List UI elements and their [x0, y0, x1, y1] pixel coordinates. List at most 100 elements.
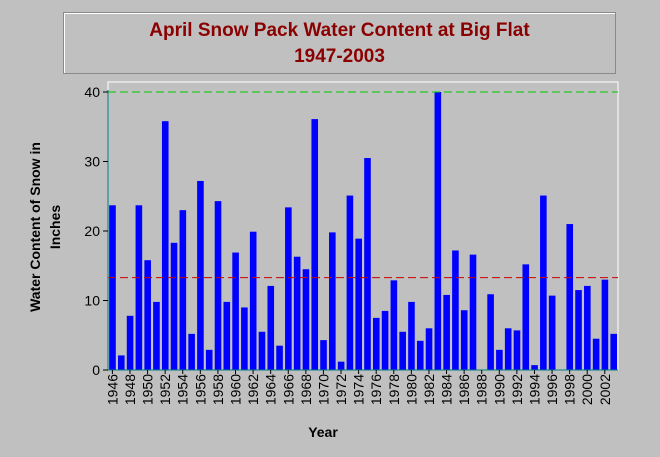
x-tick-label-1998: 1998: [562, 374, 578, 405]
bar-1954: [179, 210, 187, 370]
bar-1960: [232, 252, 239, 370]
y-tick-label-0: 0: [92, 362, 100, 378]
x-tick-label-1954: 1954: [175, 374, 191, 405]
x-tick-label-1986: 1986: [456, 374, 472, 405]
x-tick-label-1992: 1992: [509, 374, 525, 405]
bar-1980: [408, 301, 415, 370]
x-tick-label-1988: 1988: [474, 374, 490, 405]
bar-1946: [109, 205, 116, 370]
bar-1996: [548, 295, 556, 370]
bar-1967: [293, 256, 301, 370]
chart-title-box: April Snow Pack Water Content at Big Fla…: [63, 12, 616, 74]
bar-2003: [610, 333, 617, 370]
bar-1981: [416, 340, 424, 370]
bar-1987: [469, 254, 477, 370]
x-tick-label-1966: 1966: [280, 374, 296, 405]
bar-1973: [346, 195, 354, 370]
x-ticks-group: 1946 1948 1950 1952 1954 1956 1958 1960 1962 1964…: [104, 370, 613, 405]
bar-2000: [584, 285, 591, 370]
x-tick-label-1956: 1956: [192, 374, 208, 405]
chart-title: April Snow Pack Water Content at Big Fla…: [149, 20, 530, 41]
bar-1952: [161, 121, 169, 370]
bars-group: [109, 92, 617, 370]
x-tick-label-1976: 1976: [368, 374, 384, 405]
x-tick-label-1990: 1990: [491, 374, 507, 405]
bar-1983: [434, 92, 442, 370]
bar-1951: [153, 301, 160, 370]
bar-1993: [522, 264, 530, 370]
bar-1978: [390, 280, 398, 370]
bar-1947: [117, 355, 125, 370]
x-tick-label-1962: 1962: [245, 374, 261, 405]
x-tick-label-1980: 1980: [403, 374, 419, 405]
bar-1999: [575, 290, 582, 370]
x-tick-label-1982: 1982: [421, 374, 437, 405]
bar-1984: [443, 294, 450, 370]
y-axis-label: Water Content of Snow in Inches: [27, 142, 63, 312]
bar-1959: [223, 301, 231, 370]
bar-1949: [135, 205, 143, 370]
y-tick-label-20: 20: [84, 223, 100, 239]
bar-1968: [302, 269, 310, 370]
bar-1958: [214, 201, 222, 370]
bar-1964: [267, 285, 275, 370]
bar-1957: [205, 349, 213, 370]
bar-2001: [592, 338, 600, 370]
bar-1989: [487, 294, 494, 370]
bar-1974: [355, 238, 362, 370]
bar-1975: [364, 158, 371, 370]
x-tick-label-1946: 1946: [104, 374, 120, 405]
x-tick-label-1994: 1994: [526, 374, 542, 405]
bar-2002: [601, 279, 609, 370]
bar-1976: [372, 317, 380, 370]
x-tick-label-1974: 1974: [351, 374, 367, 405]
bar-1977: [381, 310, 389, 370]
bar-1994: [531, 365, 538, 370]
bar-1953: [170, 242, 178, 370]
bar-1992: [513, 330, 521, 370]
bar-1950: [144, 260, 151, 370]
bar-1962: [249, 231, 257, 370]
y-tick-label-40: 40: [84, 84, 100, 100]
x-tick-label-1958: 1958: [210, 374, 226, 405]
x-tick-label-1970: 1970: [315, 374, 331, 405]
bar-1955: [188, 333, 195, 370]
x-tick-label-1984: 1984: [439, 374, 455, 405]
x-tick-label-1968: 1968: [298, 374, 314, 405]
bar-1985: [452, 250, 459, 370]
x-tick-label-1972: 1972: [333, 374, 349, 405]
x-tick-label-1964: 1964: [263, 374, 279, 405]
bar-1971: [329, 232, 336, 370]
bar-1956: [197, 180, 204, 370]
x-tick-label-1960: 1960: [228, 374, 244, 405]
bar-1966: [285, 207, 292, 370]
chart-subtitle: 1947-2003: [294, 46, 385, 67]
y-axis-label-line-1: Water Content of Snow in: [27, 142, 43, 312]
y-axis-label-line-2: Inches: [47, 205, 63, 250]
plot-frame: [107, 81, 619, 371]
x-tick-label-1950: 1950: [140, 374, 156, 405]
y-tick-label-30: 30: [84, 154, 100, 170]
x-axis-label: Year: [308, 424, 338, 440]
bar-1963: [258, 331, 266, 370]
bar-1965: [276, 345, 283, 370]
bar-1979: [399, 331, 406, 370]
bar-1986: [460, 310, 468, 370]
bar-1991: [504, 328, 512, 370]
x-tick-label-1952: 1952: [157, 374, 173, 405]
x-tick-label-2002: 2002: [597, 374, 613, 405]
x-tick-label-2000: 2000: [579, 374, 595, 405]
axes-group: [107, 90, 618, 371]
x-tick-label-1978: 1978: [386, 374, 402, 405]
bar-1970: [320, 340, 327, 370]
reference-lines-group: [108, 91, 618, 279]
bar-1972: [337, 361, 345, 370]
bar-1982: [425, 328, 433, 370]
bar-1990: [496, 349, 503, 370]
bar-1998: [566, 224, 574, 370]
bar-1961: [241, 307, 248, 370]
x-tick-label-1996: 1996: [544, 374, 560, 405]
x-tick-label-1948: 1948: [122, 374, 138, 405]
bar-1948: [126, 315, 134, 370]
